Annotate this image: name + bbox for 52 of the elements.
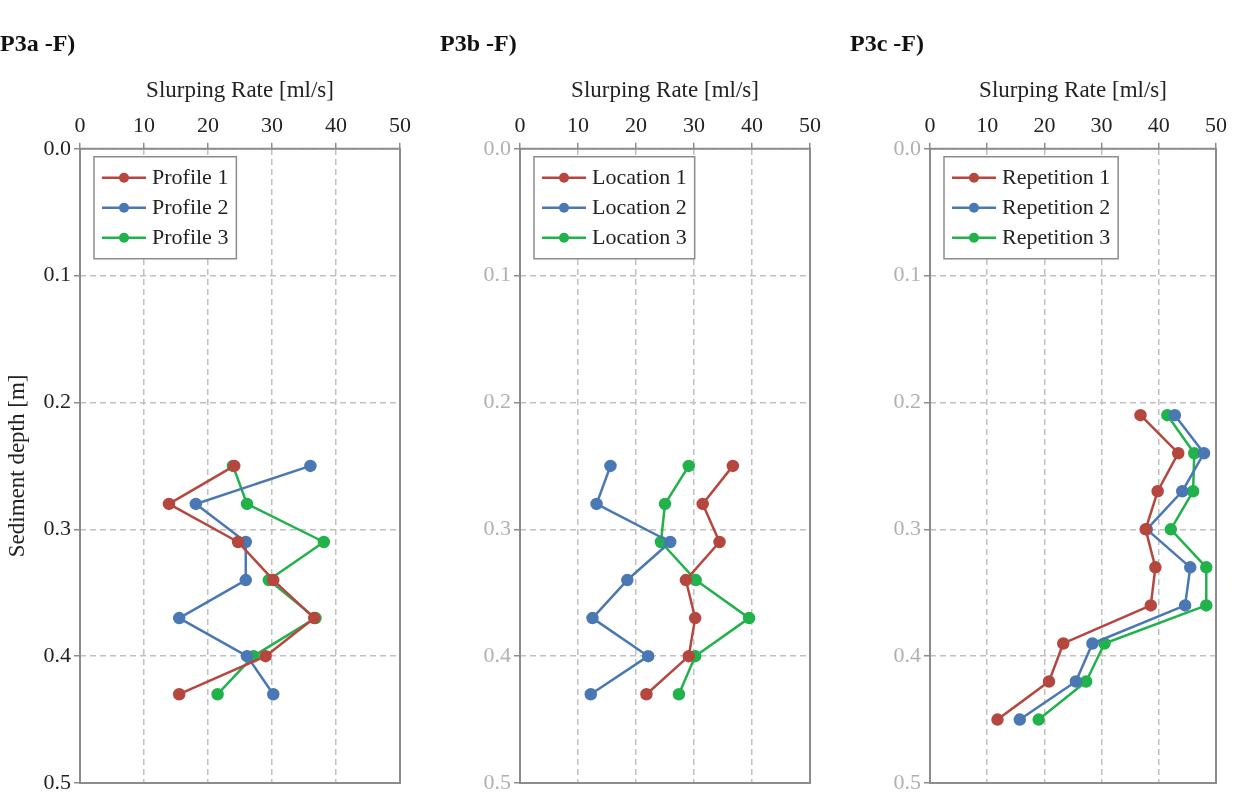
- x-tick-label: 10: [133, 112, 155, 138]
- y-axis-title: Sediment depth [m]: [3, 374, 29, 558]
- x-axis-title: Slurping Rate [ml/s]: [571, 76, 759, 102]
- y-tick-label: 0.5: [43, 768, 71, 794]
- x-tick-label: 0: [74, 112, 86, 138]
- y-tick-label: 0.2: [893, 388, 921, 414]
- x-tick-label: 40: [325, 112, 347, 138]
- y-tick-label: 0.2: [483, 388, 511, 414]
- x-tick-label: 20: [1033, 112, 1056, 138]
- y-tick-label: 0.4: [43, 641, 71, 667]
- chart-title: P3c -F): [850, 29, 924, 56]
- x-axis-title: Slurping Rate [ml/s]: [146, 76, 334, 102]
- x-tick-label: 20: [625, 112, 647, 138]
- legend-label: Location 2: [592, 193, 687, 219]
- chart-title: P3b -F): [440, 29, 517, 56]
- legend-label: Profile 2: [152, 193, 229, 219]
- y-tick-label: 0.4: [483, 641, 511, 667]
- x-tick-label: 0: [924, 112, 936, 138]
- y-tick-label: 0.3: [483, 515, 511, 541]
- x-tick-label: 40: [1147, 112, 1170, 138]
- legend-label: Profile 1: [152, 163, 229, 189]
- x-tick-label: 10: [567, 112, 589, 138]
- legend-label: Repetition 1: [1002, 163, 1111, 189]
- y-tick-label: 0.5: [893, 768, 921, 794]
- y-tick-label: 0.2: [43, 388, 71, 414]
- x-tick-label: 30: [1090, 112, 1113, 138]
- x-tick-label: 20: [197, 112, 219, 138]
- x-tick-label: 40: [741, 112, 763, 138]
- y-tick-label: 0.1: [43, 261, 71, 287]
- legend-label: Repetition 2: [1002, 193, 1111, 219]
- y-tick-label: 0.4: [893, 641, 921, 667]
- x-tick-label: 50: [1205, 112, 1227, 138]
- x-tick-label: 50: [799, 112, 821, 138]
- x-tick-label: 10: [976, 112, 999, 138]
- y-tick-label: 0.0: [43, 134, 71, 160]
- y-tick-label: 0.0: [483, 134, 511, 160]
- x-tick-label: 50: [389, 112, 411, 138]
- y-tick-label: 0.1: [483, 261, 511, 287]
- x-axis-title: Slurping Rate [ml/s]: [979, 76, 1167, 102]
- legend-label: Profile 3: [152, 223, 229, 249]
- legend-label: Location 3: [592, 223, 687, 249]
- y-tick-label: 0.3: [43, 515, 71, 541]
- x-tick-label: 0: [514, 112, 526, 138]
- chart-title: P3a -F): [0, 29, 76, 56]
- legend-label: Repetition 3: [1002, 223, 1111, 249]
- y-tick-label: 0.1: [893, 261, 921, 287]
- legend-label: Location 1: [592, 163, 687, 189]
- y-tick-label: 0.3: [893, 515, 921, 541]
- y-tick-label: 0.5: [483, 768, 511, 794]
- x-tick-label: 30: [683, 112, 705, 138]
- y-tick-label: 0.0: [893, 134, 921, 160]
- x-tick-label: 30: [261, 112, 283, 138]
